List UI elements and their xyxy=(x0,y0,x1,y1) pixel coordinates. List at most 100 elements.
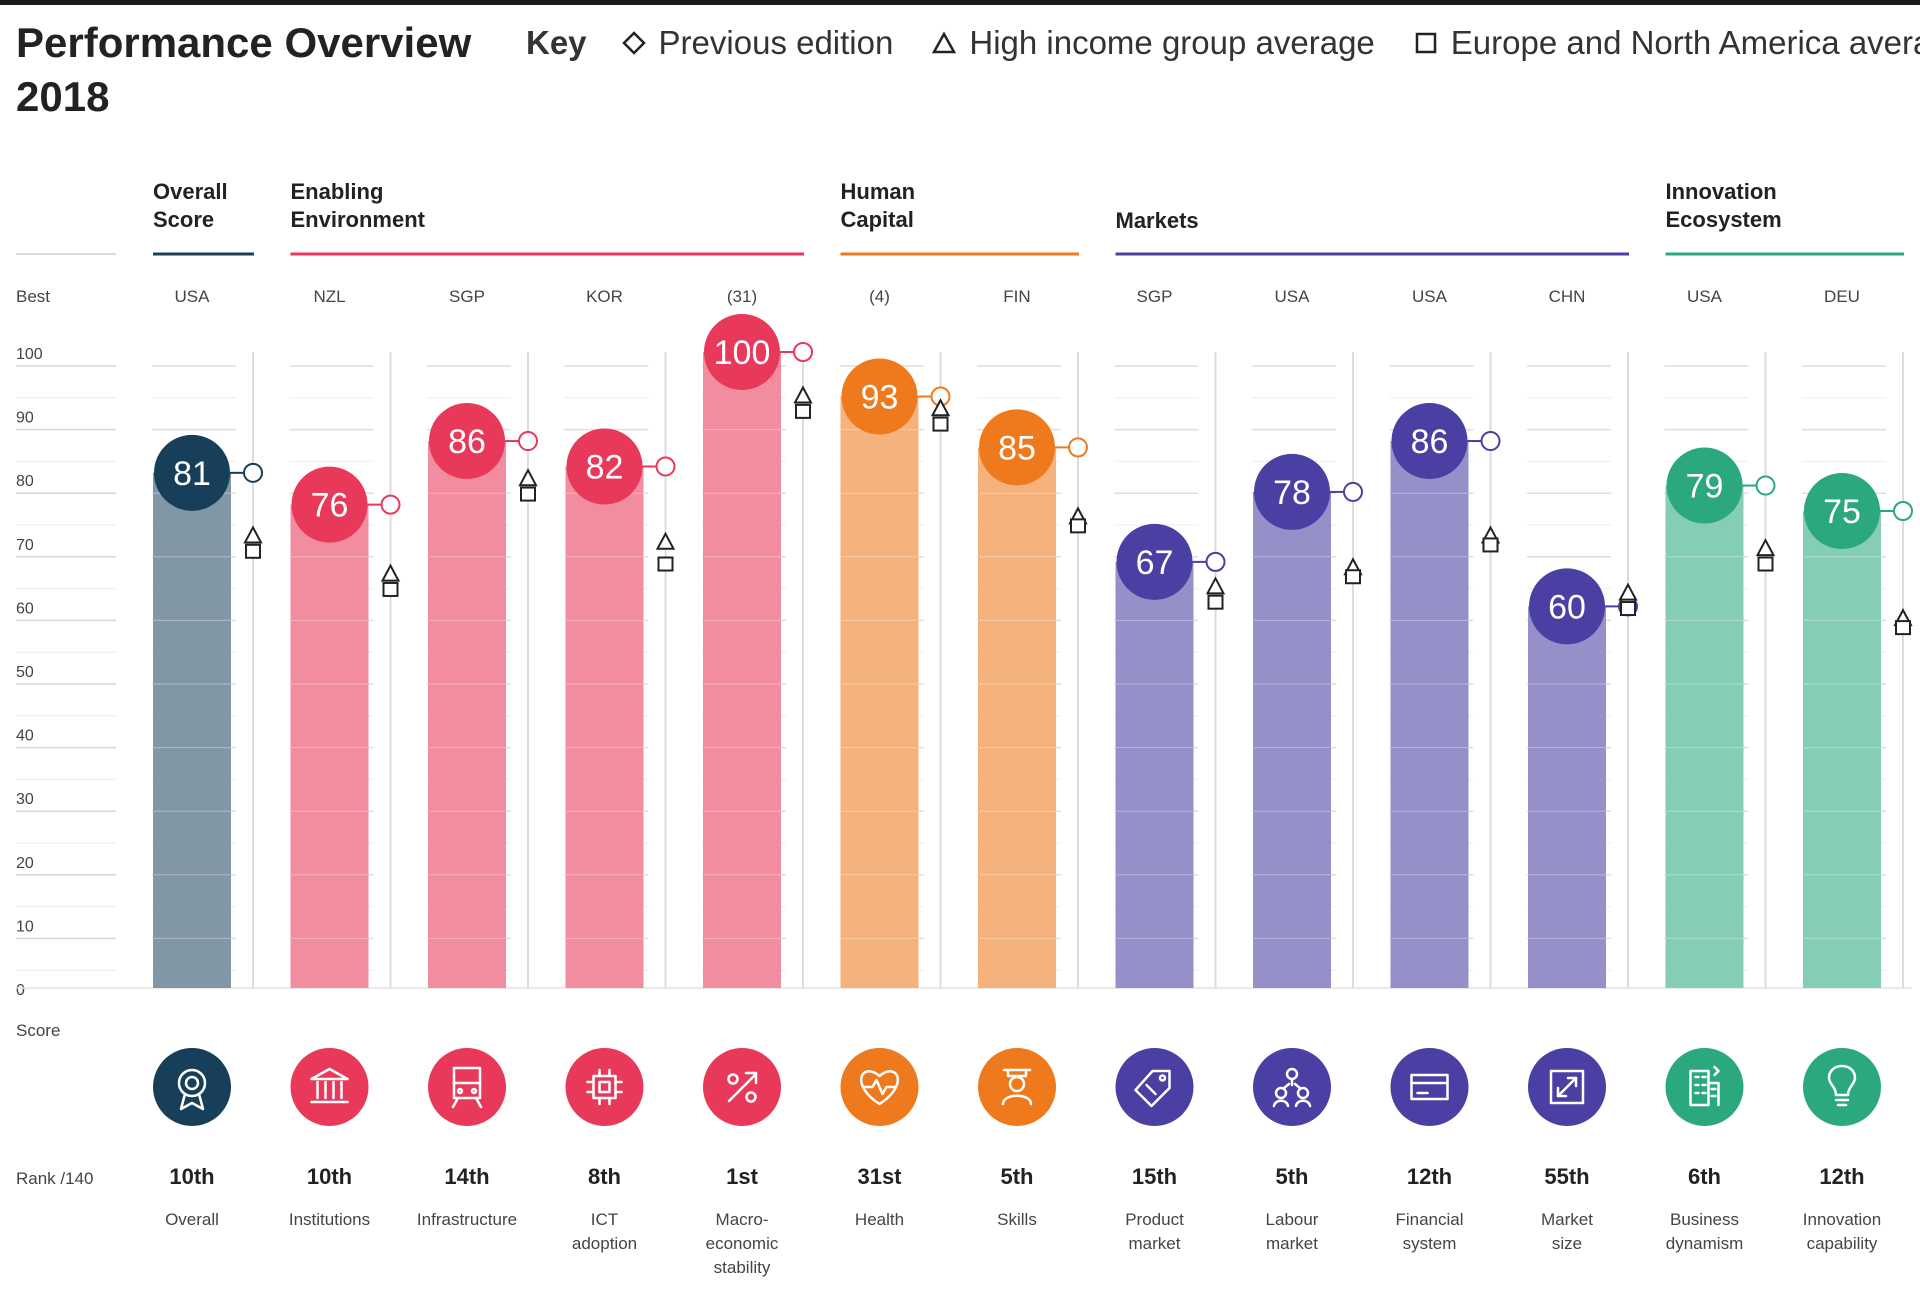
legend-item-previous-edition: Previous edition xyxy=(621,24,893,62)
rank-value: 55th xyxy=(1544,1164,1589,1189)
icon-stroke xyxy=(592,1074,617,1100)
pillar-column: NZL 76 10th Institutions xyxy=(289,287,401,1229)
score-bubble xyxy=(154,434,230,511)
rank-value: 10th xyxy=(307,1164,352,1189)
score-value: 85 xyxy=(998,429,1036,467)
score-bar xyxy=(978,447,1056,988)
previous-edition-marker xyxy=(793,342,813,362)
icon-stroke xyxy=(1274,1086,1288,1100)
score-value: 86 xyxy=(1411,423,1449,461)
score-value: 75 xyxy=(1823,493,1861,531)
score-bar xyxy=(1253,491,1331,988)
previous-edition-marker xyxy=(1205,551,1226,572)
pillar-column: CHN 60 55th Market size xyxy=(1527,287,1638,1253)
high-income-marker xyxy=(1205,576,1226,595)
icon-stroke xyxy=(451,1096,483,1109)
pillar-label: ICT xyxy=(591,1210,618,1229)
score-bar xyxy=(1115,561,1194,988)
pillar-label: market xyxy=(1129,1234,1181,1253)
score-value: 67 xyxy=(1136,544,1174,582)
score-value: 60 xyxy=(1548,588,1586,626)
best-country-label: USA xyxy=(1412,287,1448,306)
score-bubble xyxy=(566,428,643,505)
high-income-marker xyxy=(793,385,813,404)
europe-na-marker xyxy=(1620,601,1636,617)
icon-stroke xyxy=(598,1080,611,1094)
train-icon xyxy=(428,1048,506,1126)
score-value: 81 xyxy=(173,455,211,493)
score-bar xyxy=(290,504,369,988)
score-value: 79 xyxy=(1686,468,1724,506)
pillar-column: (4) 93 31st Health xyxy=(839,287,951,1229)
legend-item-europe-na: Europe and North America average xyxy=(1413,24,1920,62)
europe-na-marker xyxy=(1895,620,1911,636)
icon-stroke xyxy=(1549,1069,1585,1105)
high-income-marker xyxy=(518,468,538,487)
icon-stroke xyxy=(1001,1094,1033,1106)
pillar-column: SGP 86 14th Infrastructure xyxy=(417,287,538,1229)
previous-edition-marker xyxy=(1068,437,1088,458)
rank-value: 15th xyxy=(1132,1164,1177,1189)
icon-stroke xyxy=(1713,1065,1720,1077)
group-header-text: Environment xyxy=(291,207,426,232)
score-value: 76 xyxy=(311,487,349,525)
group-header-text: Innovation xyxy=(1666,179,1777,204)
europe-na-marker xyxy=(1207,594,1224,610)
europe-na-marker xyxy=(245,543,261,559)
legend: Key Previous edition High income group a… xyxy=(526,20,1920,66)
icon-stroke xyxy=(1296,1086,1310,1100)
microchip-icon xyxy=(565,1048,644,1126)
score-value: 78 xyxy=(1273,474,1311,512)
score-bubble xyxy=(979,409,1055,486)
score-bar xyxy=(1528,606,1606,988)
score-bubble xyxy=(291,466,368,543)
europe-na-marker xyxy=(657,556,674,572)
rank-value: 8th xyxy=(588,1164,621,1189)
y-tick-label: 60 xyxy=(16,600,34,617)
previous-edition-marker xyxy=(1480,431,1501,452)
graduate-icon xyxy=(978,1048,1056,1126)
high-income-marker xyxy=(1755,538,1776,557)
pillar-column: SGP 67 15th Product market xyxy=(1114,287,1226,1253)
previous-edition-marker xyxy=(243,462,263,483)
score-bubble xyxy=(429,403,505,480)
score-bar xyxy=(428,441,506,988)
y-tick-label: 0 xyxy=(16,982,25,999)
score-bubble xyxy=(1666,447,1743,524)
y-tick-label: 50 xyxy=(16,664,34,681)
y-tick-label: 40 xyxy=(16,728,34,745)
icon-stroke xyxy=(1566,1076,1578,1088)
rank-value: 10th xyxy=(169,1164,214,1189)
rank-value: 12th xyxy=(1819,1164,1864,1189)
previous-edition-marker xyxy=(380,494,401,515)
previous-edition-marker xyxy=(1893,501,1913,521)
legend-item-high-income: High income group average xyxy=(931,24,1375,62)
top-rule xyxy=(0,0,1920,5)
icon-stroke xyxy=(586,1068,623,1106)
pillar-label: Infrastructure xyxy=(417,1210,517,1229)
pillar-column: USA 86 12th Financial system xyxy=(1389,287,1501,1253)
europe-na-marker xyxy=(1345,569,1361,585)
pillar-column: (31) 100 1st Macro-economic stability xyxy=(702,287,813,1277)
icon-stroke xyxy=(184,1075,200,1091)
rank-value: 1st xyxy=(726,1164,758,1189)
icon-stroke xyxy=(316,1080,343,1100)
pillar-label: Financial xyxy=(1395,1210,1463,1229)
score-bubble xyxy=(1254,453,1330,530)
score-value: 100 xyxy=(714,334,771,372)
pillar-label: Institutions xyxy=(289,1210,370,1229)
people-network-icon xyxy=(1253,1048,1331,1126)
pillar-label: Market xyxy=(1541,1210,1593,1229)
score-bubble xyxy=(1529,568,1605,645)
rank-value: 12th xyxy=(1407,1164,1452,1189)
icon-stroke xyxy=(470,1087,478,1095)
europe-na-marker xyxy=(932,416,949,432)
icon-stroke xyxy=(744,1071,758,1085)
previous-edition-marker xyxy=(518,431,538,452)
score-bar xyxy=(1390,441,1469,988)
best-country-label: KOR xyxy=(586,287,623,306)
page-title: Performance Overview 2018 xyxy=(16,16,471,124)
best-row-label: Best xyxy=(16,287,50,306)
high-income-marker xyxy=(655,531,676,550)
group-header-text: Enabling xyxy=(291,179,384,204)
